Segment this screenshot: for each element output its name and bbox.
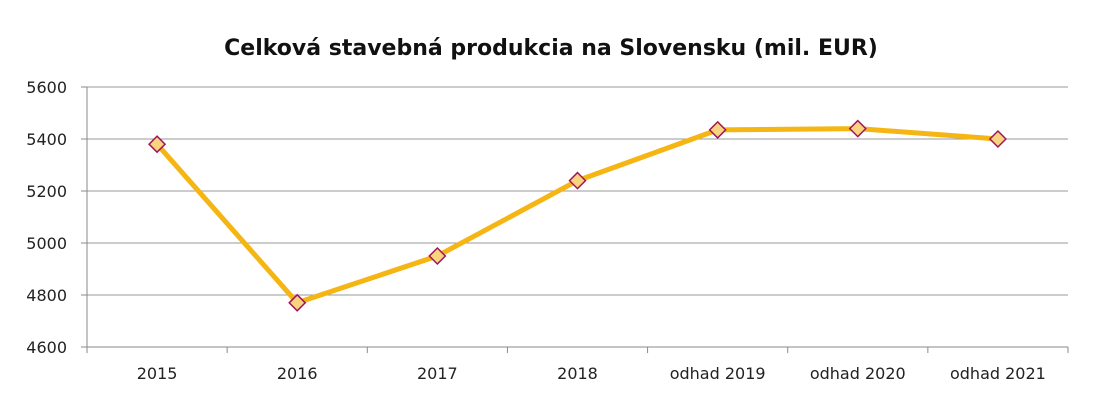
data-point-marker — [848, 119, 867, 138]
y-axis-tick-labels: 4600 4800 5000 5200 5400 5600 — [26, 78, 67, 357]
y-tick-label: 5000 — [26, 234, 67, 253]
x-axis-tick-labels: 2015 2016 2017 2018 odhad 2019 odhad 2020 odha… — [137, 364, 1046, 383]
y-tick-label: 4600 — [26, 338, 67, 357]
x-tick-label: odhad 2021 — [950, 364, 1046, 383]
data-markers — [148, 119, 1007, 312]
y-tick-label: 5600 — [26, 78, 67, 97]
y-tick-label: 5400 — [26, 130, 67, 149]
x-tick-label: odhad 2019 — [670, 364, 766, 383]
x-tick-label: 2017 — [417, 364, 458, 383]
data-point-marker — [288, 293, 307, 312]
y-tick-label: 4800 — [26, 286, 67, 305]
x-tick-label: odhad 2020 — [810, 364, 906, 383]
data-point-marker — [708, 120, 727, 139]
data-point-marker — [568, 171, 587, 190]
y-tick-label: 5200 — [26, 182, 67, 201]
series-lines — [154, 126, 1001, 306]
x-tick-label: 2018 — [557, 364, 598, 383]
gridlines — [87, 86, 1068, 296]
series-line — [154, 126, 1001, 306]
data-point-marker — [148, 135, 167, 154]
chart-title: Celková stavebná produkcia na Slovensku … — [224, 36, 878, 61]
data-point-marker — [988, 129, 1007, 149]
axes — [81, 86, 1069, 353]
x-tick-label: 2016 — [277, 364, 318, 383]
data-point-marker — [428, 246, 447, 266]
x-tick-label: 2015 — [137, 364, 178, 383]
